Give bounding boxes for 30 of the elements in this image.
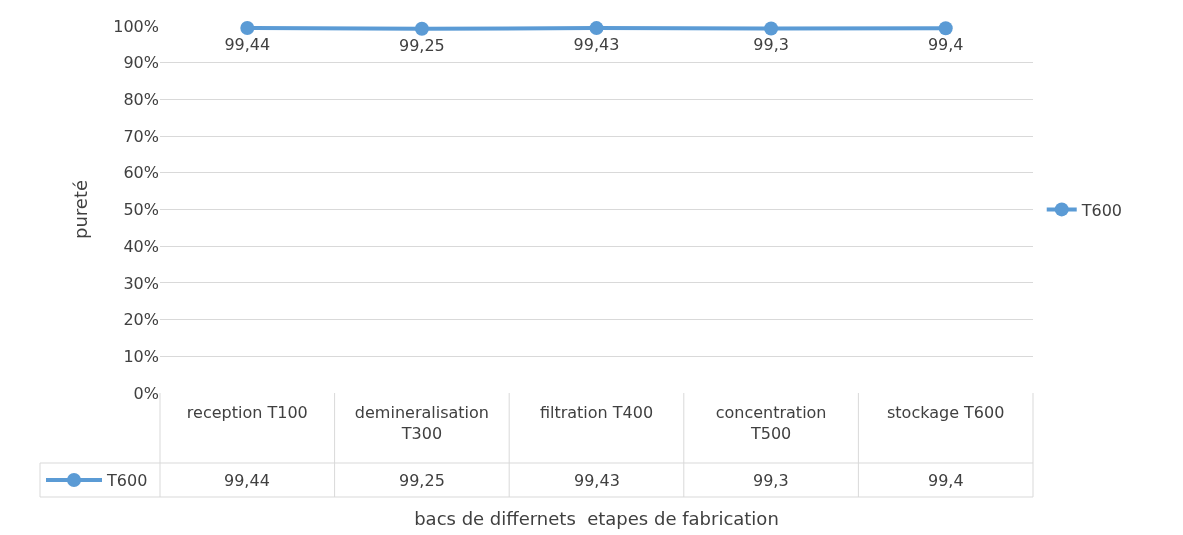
y-tick-label: 60% <box>123 163 159 183</box>
data-label: 99,25 <box>399 471 445 490</box>
x-tick-label: filtration T400 <box>539 403 654 422</box>
y-tick-label: 20% <box>123 310 159 330</box>
text: 99,4 <box>927 34 964 54</box>
y-tick-label: 10% <box>123 346 159 366</box>
y-tick-label: 30% <box>123 273 159 293</box>
text: 99,44 <box>224 34 271 54</box>
data-label: 99,4 <box>928 471 964 490</box>
text: 99,25 <box>398 35 445 55</box>
x-tick-label: reception T100 <box>186 403 308 422</box>
x-axis-title: bacs de differnets etapes de fabrication <box>414 507 779 529</box>
text: T600 <box>107 471 148 490</box>
x-tick-label: demineralisation T300 <box>354 403 489 443</box>
y-tick-label: 40% <box>123 236 159 256</box>
y-tick-label: 90% <box>123 53 159 73</box>
text: 99,43 <box>573 34 620 54</box>
data-label: 99,44 <box>224 471 270 490</box>
y-tick-label: 100% <box>113 16 159 36</box>
x-tick-label: concentration T500 <box>715 403 827 443</box>
x-tick-label: stockage T600 <box>887 403 1005 422</box>
data-label: 99,3 <box>753 471 789 490</box>
text: 99,3 <box>753 35 789 55</box>
y-tick-label: 70% <box>123 126 159 146</box>
y-tick-label: 80% <box>123 90 159 109</box>
y-tick-label: 0% <box>133 383 159 403</box>
legend-label: T600 <box>1080 200 1123 220</box>
y-axis-title: pureté <box>70 179 92 240</box>
y-tick-label: 50% <box>123 200 159 220</box>
data-label: 99,43 <box>574 471 620 490</box>
